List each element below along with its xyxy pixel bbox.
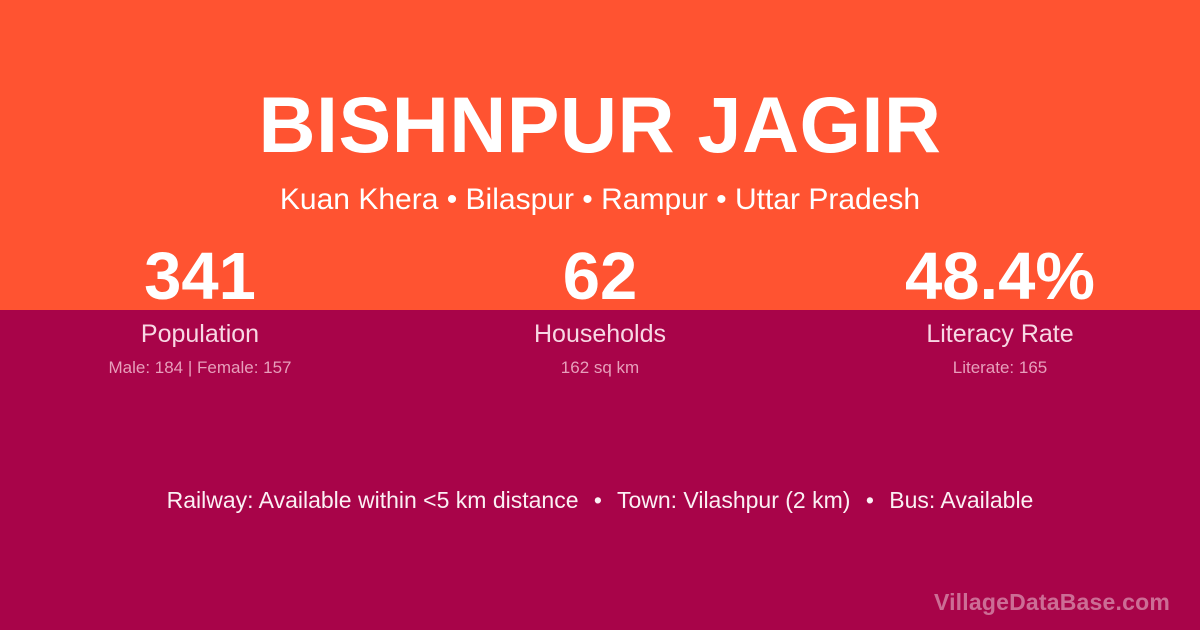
stat-subtext: 162 sq km (560, 358, 640, 377)
amenity-town: Town: Vilashpur (2 km) (616, 487, 851, 513)
stat-subtext: Male: 184 | Female: 157 (108, 358, 292, 377)
amenities-line: Railway: Available within <5 km distance… (0, 486, 1200, 515)
stat-label: Households (533, 320, 667, 348)
stat-subtext: Literate: 165 (952, 358, 1048, 377)
amenity-bus: Bus: Available (889, 487, 1034, 513)
stats-row: 341 Population Male: 184 | Female: 157 6… (0, 243, 1200, 383)
stat-label: Population (140, 320, 260, 348)
breadcrumb: Kuan Khera • Bilaspur • Rampur • Uttar P… (279, 183, 921, 216)
amenity-separator: • (865, 487, 874, 513)
stat-population: 341 Population Male: 184 | Female: 157 (0, 243, 400, 383)
amenity-railway: Railway: Available within <5 km distance (166, 487, 579, 513)
amenity-separator: • (593, 487, 602, 513)
stat-value: 341 (144, 239, 256, 314)
stat-value: 48.4% (905, 239, 1095, 314)
site-brand-watermark: VillageDataBase.com (933, 589, 1170, 615)
stat-label: Literacy Rate (926, 320, 1074, 348)
page-title: BISHNPUR JAGIR (258, 80, 942, 169)
stat-literacy-rate: 48.4% Literacy Rate Literate: 165 (800, 243, 1200, 383)
orange-header-band (0, 0, 1200, 310)
stat-value: 62 (562, 239, 638, 314)
stat-households: 62 Households 162 sq km (400, 243, 800, 383)
